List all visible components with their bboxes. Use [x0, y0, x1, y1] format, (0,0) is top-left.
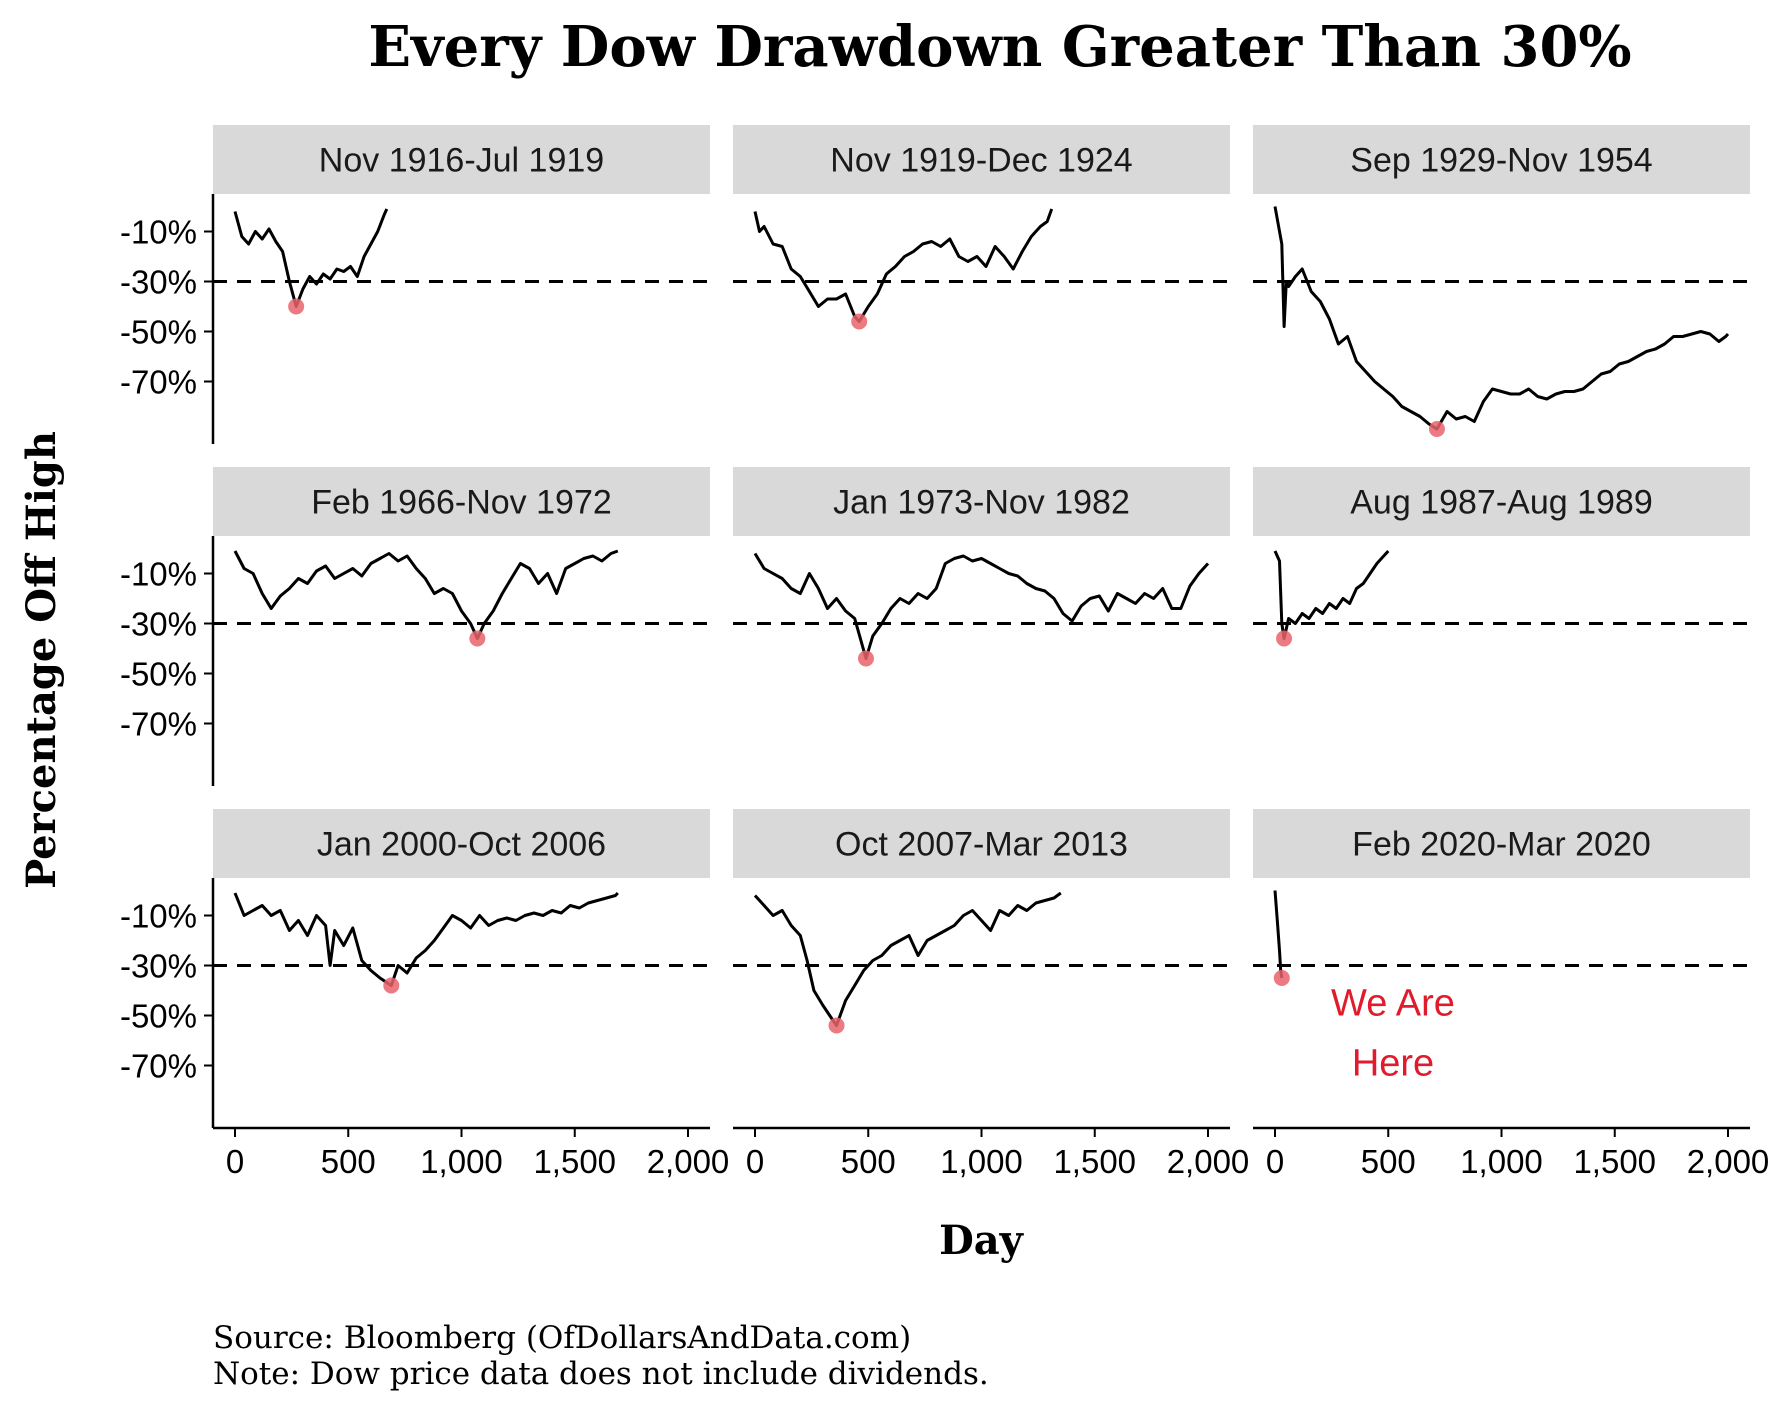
facet-panel: Jan 1973-Nov 1982	[733, 467, 1230, 667]
facet-strip-label: Feb 1966-Nov 1972	[311, 484, 612, 522]
y-tick-label: -10%	[120, 214, 197, 251]
y-tick-label: -50%	[120, 998, 197, 1035]
facet-strip	[733, 467, 1230, 536]
facet-strip	[213, 809, 710, 878]
facet-strip-label: Feb 2020-Mar 2020	[1352, 826, 1651, 864]
drawdown-line	[233, 549, 619, 640]
facet-strip-label: Nov 1919-Dec 1924	[830, 142, 1132, 180]
x-tick-label: 1,000	[1460, 1143, 1543, 1180]
source-note: Source: Bloomberg (OfDollarsAndData.com)	[213, 1320, 911, 1356]
facet-strip	[1253, 125, 1750, 194]
x-axis-title: Day	[939, 1217, 1025, 1264]
facet-strip-label: Jan 2000-Oct 2006	[317, 826, 606, 864]
trough-point	[828, 1017, 845, 1034]
x-tick-label: 500	[321, 1143, 376, 1180]
x-tick-label: 2,000	[1687, 1143, 1770, 1180]
facet-strip-label: Sep 1929-Nov 1954	[1350, 142, 1652, 180]
facet-strip-label: Aug 1987-Aug 1989	[1350, 484, 1652, 522]
y-tick-label: -50%	[120, 314, 197, 351]
y-axis-title: Percentage Off High	[18, 431, 65, 889]
y-tick-label: -30%	[120, 606, 197, 643]
x-tick-label: 0	[746, 1143, 764, 1180]
trough-point	[469, 630, 486, 647]
facet-panel: Feb 1966-Nov 1972 -10% -30% -50% -70%	[120, 467, 710, 786]
facet-panels: Nov 1916-Jul 1919-10%-30%-50%-70%Nov 191…	[120, 125, 1769, 1180]
we-are-here-annotation: We Are	[1331, 983, 1455, 1025]
x-tick-label: 1,500	[533, 1143, 616, 1180]
y-tick-label: -70%	[120, 364, 197, 401]
x-tick-label: 500	[841, 1143, 896, 1180]
trough-point	[1428, 421, 1445, 437]
trough-point	[851, 313, 868, 330]
y-tick-label: -70%	[120, 1048, 197, 1085]
drawdown-line	[753, 891, 1062, 1027]
dividend-note: Note: Dow price data does not include di…	[213, 1356, 989, 1392]
y-tick-label: -10%	[120, 556, 197, 593]
facet-strip-label: Nov 1916-Jul 1919	[319, 142, 604, 180]
drawdown-line	[1273, 549, 1390, 640]
y-tick-label: -10%	[120, 898, 197, 935]
y-tick-label: -70%	[120, 706, 197, 743]
x-tick-label: 0	[1266, 1143, 1284, 1180]
x-tick-label: 2,000	[1167, 1143, 1250, 1180]
drawdown-line	[233, 208, 389, 308]
facet-strip-label: Oct 2007-Mar 2013	[835, 826, 1128, 864]
facet-panel: Aug 1987-Aug 1989	[1253, 467, 1750, 647]
trough-point	[1276, 630, 1293, 647]
facet-strip	[213, 467, 710, 536]
facet-strip	[733, 125, 1230, 194]
facet-panel: Nov 1916-Jul 1919 -10% -30% -50% -70%	[120, 125, 710, 444]
facet-strip	[213, 125, 710, 194]
facet-strip	[1253, 467, 1750, 536]
drawdown-line	[753, 208, 1054, 323]
trough-point	[383, 977, 400, 994]
y-tick-label: -30%	[120, 264, 197, 301]
trough-point	[1273, 970, 1290, 986]
x-tick-label: 2,000	[647, 1143, 730, 1180]
x-tick-label: 1,000	[940, 1143, 1023, 1180]
y-tick-label: -30%	[120, 948, 197, 985]
drawdown-line	[1273, 206, 1730, 431]
facet-panel: Feb 2020-Mar 2020 0 500 1,000 1,500 2,000 We A…	[1253, 809, 1769, 1180]
x-tick-label: 0	[226, 1143, 244, 1180]
x-tick-label: 1,000	[420, 1143, 503, 1180]
trough-point	[857, 650, 874, 667]
we-are-here-annotation: Here	[1352, 1043, 1434, 1085]
facet-strip	[733, 809, 1230, 878]
trough-point	[288, 298, 305, 315]
x-tick-label: 500	[1361, 1143, 1416, 1180]
facet-panel: Sep 1929-Nov 1954	[1253, 125, 1750, 437]
facet-panel: Oct 2007-Mar 2013 0 500 1,000 1,500 2,000	[733, 809, 1249, 1180]
x-tick-label: 1,500	[1053, 1143, 1136, 1180]
x-tick-label: 1,500	[1573, 1143, 1656, 1180]
facet-strip	[1253, 809, 1750, 878]
facet-panel: Jan 2000-Oct 2006 -10% -30% -50% -70% 0 500 1,0…	[120, 809, 729, 1180]
chart-title: Every Dow Drawdown Greater Than 30%	[368, 14, 1631, 80]
drawdown-line	[233, 891, 619, 987]
drawdown-line	[753, 552, 1210, 660]
y-tick-label: -50%	[120, 656, 197, 693]
facet-panel: Nov 1919-Dec 1924	[733, 125, 1230, 330]
facet-strip-label: Jan 1973-Nov 1982	[833, 484, 1130, 522]
